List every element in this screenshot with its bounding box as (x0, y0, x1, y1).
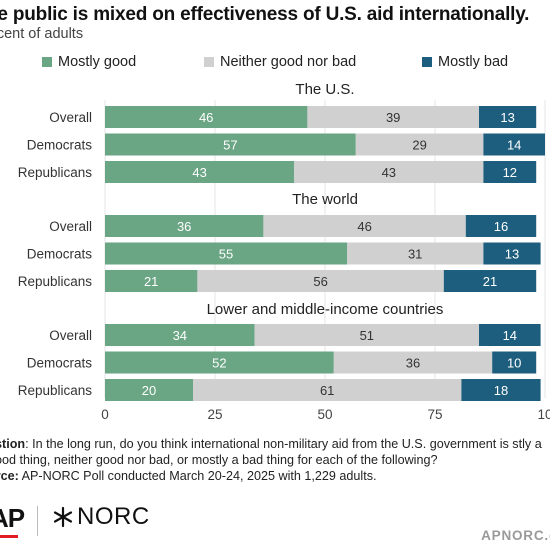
panel-title: The U.S. (295, 81, 354, 98)
data-label: 10 (507, 356, 521, 371)
chart-title: he public is mixed on effectiveness of U… (0, 4, 530, 25)
legend-item-mostly-good: Mostly good (42, 54, 136, 70)
data-label: 13 (505, 247, 519, 262)
category-label: Overall (49, 219, 92, 234)
bar-segment (105, 106, 308, 128)
question-text: : In the long run, do you think internat… (0, 437, 542, 467)
bar-segment (263, 215, 466, 237)
data-label: 21 (483, 274, 497, 289)
bar-segment (461, 379, 541, 401)
legend-label-mostly-bad: Mostly bad (438, 54, 509, 70)
category-label: Democrats (27, 247, 93, 262)
bar-segment (105, 351, 334, 374)
question-label: estion (0, 437, 26, 451)
bar-segment (105, 324, 255, 346)
bar-segment (193, 379, 462, 401)
data-label: 31 (408, 247, 422, 262)
logo-divider (37, 506, 38, 536)
data-label: 36 (406, 356, 420, 371)
norc-star-icon (53, 506, 73, 528)
data-label: 13 (500, 110, 514, 125)
data-label: 14 (503, 328, 517, 343)
x-tick-label: 50 (317, 407, 332, 422)
data-label: 39 (386, 110, 400, 125)
legend-label-mostly-good: Mostly good (58, 54, 137, 70)
data-label: 55 (219, 247, 233, 262)
legend-swatch-mostly-bad (422, 57, 432, 67)
data-label: 46 (199, 110, 213, 125)
bar-segment (105, 270, 198, 292)
data-label: 51 (360, 328, 374, 343)
norc-logo: NORC (52, 503, 150, 531)
x-tick-label: 0 (101, 407, 109, 422)
source-site-link[interactable]: APNORC.o (481, 528, 550, 543)
bar-segment (197, 270, 444, 292)
data-label: 16 (494, 219, 508, 234)
category-label: Democrats (27, 356, 93, 371)
footer: AP NORC APNORC.o (0, 498, 550, 550)
legend: Mostly good Neither good nor bad Mostly … (0, 54, 550, 74)
bar-segment (254, 324, 479, 346)
data-label: 29 (412, 138, 426, 153)
bar-segment (294, 161, 484, 183)
x-tick-label: 75 (427, 407, 442, 422)
source-text: AP-NORC Poll conducted March 20-24, 2025… (18, 469, 377, 483)
legend-item-neither: Neither good nor bad (204, 54, 356, 70)
legend-swatch-mostly-good (42, 57, 52, 67)
data-label: 36 (177, 219, 191, 234)
x-tick-label: 25 (207, 407, 222, 422)
bar-segment (479, 106, 537, 128)
question-note: estion: In the long run, do you think in… (0, 436, 548, 468)
bar-segment (105, 242, 347, 265)
bar-segment (105, 161, 295, 183)
bar-segment (483, 133, 545, 156)
panel-title: Lower and middle-income countries (207, 301, 444, 318)
ap-logo: AP (0, 503, 25, 533)
data-label: 14 (507, 138, 521, 153)
bar-segment (483, 161, 537, 183)
bar-segment (347, 242, 484, 265)
data-label: 56 (313, 274, 327, 289)
category-label: Republicans (18, 383, 93, 398)
chart-notes: estion: In the long run, do you think in… (0, 436, 548, 484)
bar-segment (105, 215, 264, 237)
data-label: 52 (212, 356, 226, 371)
bar-segment (465, 215, 537, 237)
bar-segment (355, 133, 484, 156)
norc-logo-text: NORC (77, 503, 150, 530)
x-tick-label: 10 (537, 407, 550, 422)
category-label: Overall (49, 328, 92, 343)
category-label: Overall (49, 110, 92, 125)
data-label: 57 (223, 138, 237, 153)
data-label: 43 (382, 165, 396, 180)
chart-subtitle: rcent of adults (0, 26, 84, 42)
data-label: 12 (503, 165, 517, 180)
data-label: 46 (357, 219, 371, 234)
category-label: Republicans (18, 274, 93, 289)
source-note: urce: AP-NORC Poll conducted March 20-24… (0, 468, 548, 484)
bar-segment (443, 270, 537, 292)
data-label: 18 (494, 383, 508, 398)
source-label: urce: (0, 469, 19, 483)
ap-logo-underline (0, 535, 18, 538)
panel-title: The world (292, 191, 358, 208)
bar-segment (333, 351, 493, 374)
bar-segment (483, 242, 541, 265)
bar-segment (492, 351, 537, 374)
legend-swatch-neither (204, 57, 214, 67)
legend-label-neither: Neither good nor bad (220, 54, 357, 70)
bar-segment (105, 379, 193, 401)
category-label: Republicans (18, 165, 93, 180)
legend-item-mostly-bad: Mostly bad (422, 54, 508, 70)
stacked-bar-chart: 0 25 50 75 10 The U.S. Overall 46 39 13 Democrats 5… (18, 81, 550, 422)
data-label: 43 (192, 165, 206, 180)
category-label: Democrats (27, 138, 93, 153)
data-label: 20 (142, 383, 156, 398)
data-label: 61 (320, 383, 334, 398)
data-label: 21 (144, 274, 158, 289)
bar-segment (105, 133, 356, 156)
bar-segment (479, 324, 541, 346)
data-label: 34 (173, 328, 187, 343)
bar-segment (307, 106, 479, 128)
